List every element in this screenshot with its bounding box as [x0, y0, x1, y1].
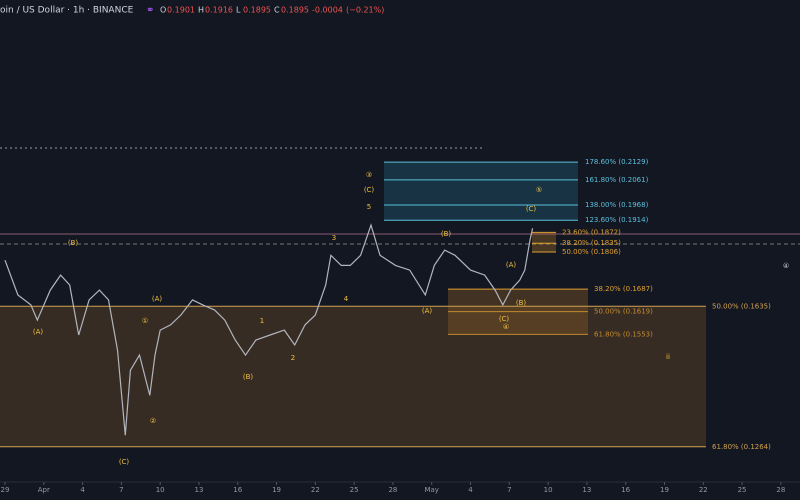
fib-label: 38.20% (0.1835) [562, 239, 621, 247]
wave-label: ⑤ [536, 186, 542, 194]
wave-label: ii [666, 353, 670, 361]
time-axis [0, 482, 800, 500]
ohlc-key: L [236, 6, 241, 15]
price-line [4, 223, 534, 436]
wave-label: ② [150, 417, 156, 425]
wave-label: (C) [526, 205, 537, 213]
symbol: oin / US Dollar · 1h · BINANCE [0, 6, 134, 16]
fib-zone [384, 162, 578, 221]
wave-label: (A) [152, 295, 163, 303]
x-tick-label: 22 [699, 486, 708, 494]
x-tick-label: 10 [156, 486, 165, 494]
fib-label: 50.00% (0.1806) [562, 248, 621, 256]
x-tick-label: 16 [233, 486, 242, 494]
wave-label: 4 [344, 295, 349, 303]
indicator-icon[interactable]: ⚭ [146, 5, 154, 16]
wave-label: (B) [441, 230, 452, 238]
wave-label: (C) [499, 315, 510, 323]
wave-label: ① [142, 317, 148, 325]
change: -0.0004 [312, 6, 343, 15]
x-tick-label: 22 [311, 486, 320, 494]
x-tick-label: 4 [468, 486, 473, 494]
ohlc-key: C [274, 6, 280, 15]
x-tick-label: 7 [507, 486, 511, 494]
wave-label: (B) [68, 239, 79, 247]
wave-label: (A) [33, 328, 44, 336]
wave-label: 5 [367, 203, 371, 211]
x-tick-label: 19 [272, 486, 281, 494]
wave-label: (A) [506, 261, 517, 269]
x-tick-label: 16 [621, 486, 630, 494]
x-tick-label: 25 [350, 486, 359, 494]
fib-label: 61.80% (0.1553) [594, 330, 653, 338]
wave-label: ④ [503, 323, 509, 331]
x-tick-label: 28 [776, 486, 785, 494]
x-tick-label: 10 [544, 486, 553, 494]
fib-label: 123.60% (0.1914) [585, 216, 649, 224]
wave-label: 2 [291, 354, 295, 362]
wave-label: 1 [260, 317, 264, 325]
x-tick-label: 25 [738, 486, 747, 494]
fib-label: 38.20% (0.1687) [594, 285, 653, 293]
fib-label: 138.00% (0.1968) [585, 201, 649, 209]
wave-label: 3 [332, 234, 336, 242]
ohlc-value: 0.1916 [205, 6, 233, 15]
fib-zone [532, 232, 556, 252]
ohlc-key: O [160, 6, 166, 15]
x-tick-label: 28 [388, 486, 397, 494]
fib-zone [0, 306, 706, 447]
ohlc-key: H [198, 6, 204, 15]
fib-label: 61.80% (0.1264) [712, 443, 771, 451]
wave-label: (C) [119, 458, 130, 466]
wave-label: ③ [366, 171, 372, 179]
ohlc-value: 0.1901 [167, 6, 195, 15]
x-tick-label: 19 [660, 486, 669, 494]
x-tick-label: 29 [1, 486, 10, 494]
wave-label: (C) [364, 186, 375, 194]
wave-label: ④ [783, 262, 789, 270]
x-tick-label: Apr [38, 486, 50, 494]
x-tick-label: 4 [80, 486, 85, 494]
x-tick-label: 13 [582, 486, 591, 494]
x-tick-label: 7 [119, 486, 123, 494]
ohlc-value: 0.1895 [281, 6, 309, 15]
x-tick-label: 13 [195, 486, 204, 494]
wave-label: (B) [243, 373, 254, 381]
wave-label: (A) [422, 307, 433, 315]
fib-label: 50.00% (0.1635) [712, 302, 771, 310]
x-tick-label: May [424, 486, 438, 494]
change-pct: (−0.21%) [346, 6, 384, 15]
header: oin / US Dollar · 1h · BINANCE ⚭ [0, 5, 154, 16]
ohlc-value: 0.1895 [243, 6, 271, 15]
wave-label: (B) [516, 299, 527, 307]
fib-label: 178.60% (0.2129) [585, 158, 649, 166]
fib-label: 23.60% (0.1872) [562, 228, 621, 236]
fib-label: 161.80% (0.2061) [585, 176, 649, 184]
